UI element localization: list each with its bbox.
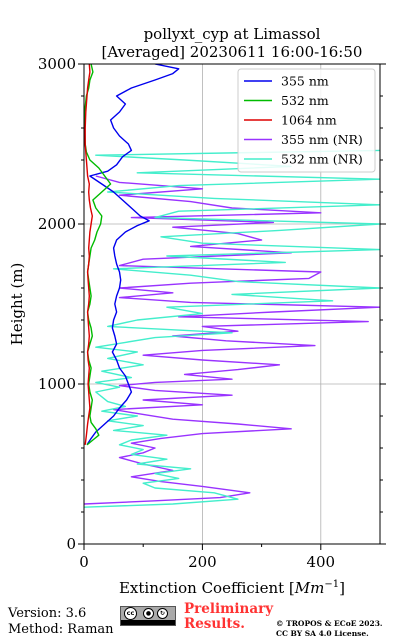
series-line-0: [86, 64, 180, 446]
share-alike-icon: ↻: [157, 608, 168, 619]
method-text: Method: Raman: [8, 622, 114, 637]
y-tick-label: 1000: [38, 375, 76, 393]
y-tick-label: 3000: [38, 55, 76, 73]
x-tick-label: 400: [306, 553, 335, 571]
y-tick-label: 0: [66, 535, 76, 553]
copyright-line-2: CC BY SA 4.0 License.: [276, 629, 369, 638]
x-axis-label: Extinction Coefficient [Mm−1]: [119, 579, 345, 597]
legend: 355 nm 532 nm 1064 nm 355 nm (NR) 532 nm (NR…: [237, 68, 376, 173]
copyright-notice: © TROPOS & ECoE 2023. CC BY SA 4.0 Licen…: [276, 619, 383, 639]
plot-frame: [83, 63, 381, 545]
by-attribution-icon: ●: [143, 608, 154, 619]
preliminary-notice: Preliminary Results.: [184, 602, 273, 632]
chart-subtitle: [Averaged] 20230611 16:00-16:50: [102, 43, 363, 61]
legend-box: [237, 68, 376, 173]
version-text: Version: 3.6: [8, 606, 87, 621]
cc-badge-top: cc ● ↻: [121, 607, 175, 620]
y-tick-label: 2000: [38, 215, 76, 233]
legend-label: 1064 nm: [281, 113, 337, 128]
series-line-4: [84, 149, 380, 508]
x-tick-label: 0: [79, 553, 89, 571]
prelim-line-1: Preliminary: [184, 601, 274, 617]
legend-label: 355 nm (NR): [281, 132, 363, 147]
legend-label: 355 nm: [281, 74, 329, 89]
prelim-line-2: Results.: [184, 616, 245, 632]
series-line-2: [84, 64, 94, 445]
legend-label: 532 nm: [281, 93, 329, 108]
chart-title: pollyxt_cyp at Limassol: [144, 25, 321, 43]
x-tick-label: 200: [188, 553, 217, 571]
cc-badge-strip: [121, 620, 175, 625]
y-axis-label: Height (m): [8, 263, 26, 346]
series-line-3: [84, 175, 380, 505]
footer-info: Version: 3.6 Method: Raman: [8, 606, 114, 638]
cc-license-badge: cc ● ↻: [120, 606, 176, 626]
tick-layer: 0 200 400 0 1000 2000 3000: [38, 55, 386, 571]
legend-label: 532 nm (NR): [281, 152, 363, 167]
cc-logo-icon: cc: [124, 607, 137, 620]
series-layer: [84, 64, 380, 508]
copyright-line-1: © TROPOS & ECoE 2023.: [276, 619, 383, 628]
